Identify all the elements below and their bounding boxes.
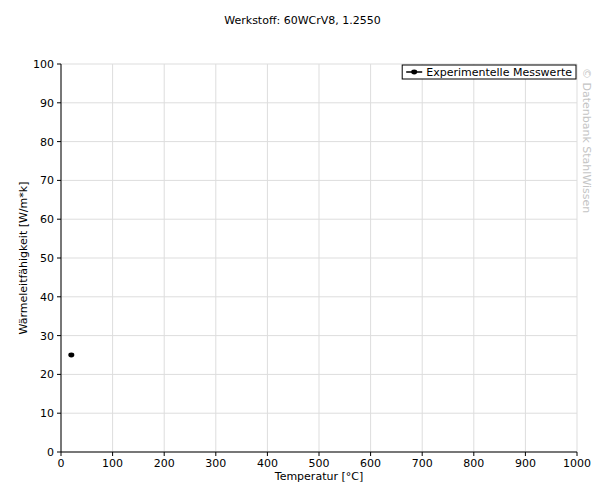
watermark: © Datenbank StahlWissen <box>580 68 593 213</box>
y-tick <box>57 141 61 142</box>
y-tick <box>57 102 61 103</box>
y-tick <box>57 374 61 375</box>
y-grid-line <box>61 219 577 220</box>
x-tick <box>370 452 371 456</box>
legend-box <box>402 65 576 79</box>
x-tick <box>112 452 113 456</box>
x-tick <box>215 452 216 456</box>
x-tick <box>61 452 62 456</box>
x-tick <box>422 452 423 456</box>
x-tick <box>319 452 320 456</box>
x-tick <box>525 452 526 456</box>
y-tick-label: 50 <box>40 252 54 265</box>
x-tick-label: 300 <box>205 457 226 470</box>
y-grid-line <box>61 141 577 142</box>
y-tick <box>57 64 61 65</box>
x-grid-line <box>61 64 62 452</box>
y-tick-label: 20 <box>40 368 54 381</box>
x-tick <box>267 452 268 456</box>
y-tick-label: 100 <box>33 58 54 71</box>
y-grid-line <box>61 413 577 414</box>
x-axis-label: Temperatur [°C] <box>274 470 363 483</box>
grid <box>61 64 577 452</box>
legend: Experimentelle Messwerte <box>402 65 576 79</box>
y-grid-line <box>61 180 577 181</box>
x-tick-label: 900 <box>515 457 536 470</box>
x-tick-label: 400 <box>257 457 278 470</box>
y-tick-label: 0 <box>47 446 54 459</box>
x-tick-label: 100 <box>102 457 123 470</box>
y-tick-label: 40 <box>40 291 54 304</box>
y-tick-label: 80 <box>40 136 54 149</box>
y-grid-line <box>61 374 577 375</box>
title: Werkstoff: 60WCrV8, 1.2550 <box>224 14 381 27</box>
x-tick <box>577 452 578 456</box>
x-tick-label: 0 <box>58 457 65 470</box>
y-grid-line <box>61 102 577 103</box>
y-tick <box>57 413 61 414</box>
data-point <box>68 353 74 358</box>
x-tick-label: 1000 <box>563 457 591 470</box>
x-axis <box>61 452 577 453</box>
x-tick-label: 600 <box>360 457 381 470</box>
x-tick-label: 800 <box>463 457 484 470</box>
data <box>68 353 74 358</box>
y-grid-line <box>61 452 577 453</box>
y-tick-label: 70 <box>40 174 54 187</box>
chart: Werkstoff: 60WCrV8, 1.255001002003004005… <box>0 0 605 494</box>
y-tick <box>57 452 61 453</box>
y-tick-label: 90 <box>40 97 54 110</box>
y-grid-line <box>61 258 577 259</box>
y-grid-line <box>61 296 577 297</box>
legend-marker <box>411 70 417 75</box>
y-tick <box>57 296 61 297</box>
x-tick <box>164 452 165 456</box>
y-grid-line <box>61 335 577 336</box>
y-tick <box>57 180 61 181</box>
y-tick <box>57 219 61 220</box>
x-tick-label: 200 <box>154 457 175 470</box>
y-axis-label: Wärmeleitfähigkeit [W/m*k] <box>17 182 30 335</box>
y-tick <box>57 258 61 259</box>
x-tick-label: 700 <box>412 457 433 470</box>
y-tick-label: 60 <box>40 213 54 226</box>
x-tick-label: 500 <box>309 457 330 470</box>
y-tick <box>57 335 61 336</box>
y-tick-label: 10 <box>40 407 54 420</box>
y-tick-label: 30 <box>40 330 54 343</box>
y-grid-line <box>61 64 577 65</box>
y-axis <box>61 64 62 452</box>
x-tick <box>473 452 474 456</box>
legend-label: Experimentelle Messwerte <box>426 66 572 79</box>
background <box>0 0 605 494</box>
